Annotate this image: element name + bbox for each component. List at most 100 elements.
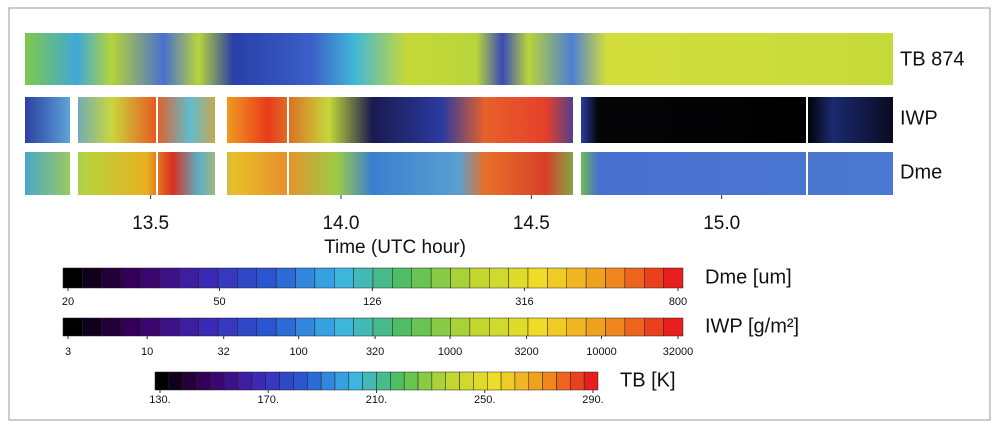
colorbar-cell [489, 267, 509, 289]
colorbar-tick-label: 130. [149, 394, 170, 406]
colorbar-cell [417, 371, 433, 391]
colorbar-cell [140, 317, 161, 337]
colorbar-cell [527, 317, 548, 337]
colorbar-cell [353, 317, 374, 337]
colorbar-tick-label: 210. [366, 394, 387, 406]
colorbar-cell [314, 267, 335, 289]
colorbar-cell [500, 371, 516, 391]
colorbar-cell [585, 267, 606, 289]
colorbar-cell [605, 267, 626, 289]
colorbar-tick-label: 32000 [663, 346, 694, 358]
colorbar-tick-label: 800 [669, 296, 687, 308]
colorbar-cell [376, 371, 391, 391]
colorbar-cell [82, 317, 102, 337]
colorbar-cell [624, 267, 645, 289]
colorbar-tick-label: 250. [474, 394, 495, 406]
colorbar-cell [182, 371, 197, 391]
colorbar-cell [624, 317, 645, 337]
colorbar-cell [140, 267, 161, 289]
colorbar-cell [82, 267, 102, 289]
colorbar-cell [279, 371, 294, 391]
colorbar-cell [469, 317, 490, 337]
colorbar-cell [508, 267, 529, 289]
colorbar-cell [295, 317, 316, 337]
colorbar-tick-label: 1000 [438, 346, 462, 358]
colorbar-cell [605, 317, 626, 337]
colorbar-tick-label: 10 [141, 346, 153, 358]
colorbar-cell [542, 371, 557, 391]
colorbar-tick-label: 100 [289, 346, 307, 358]
colorbar-tick-label: 32 [218, 346, 230, 358]
colorbar-cell [237, 371, 253, 391]
colorbar-cell [430, 267, 451, 289]
x-tick-label: 14.5 [513, 213, 550, 234]
colorbar-cell [348, 371, 363, 391]
colorbar-cell [314, 317, 335, 337]
colorbar-cell [566, 267, 587, 289]
colorbar-cell [372, 267, 393, 289]
colorbar-cell [256, 267, 277, 289]
colorbar-cell [473, 371, 488, 391]
x-tick-label: 14.0 [322, 213, 359, 234]
colorbar-label: IWP [g/m²] [705, 315, 799, 337]
colorbar-label: Dme [um] [705, 266, 792, 288]
colorbar-cell [411, 267, 432, 289]
colorbar-cell [469, 267, 490, 289]
colorbar-tick-label: 316 [515, 296, 533, 308]
data-gaps [70, 97, 808, 195]
colorbar-cell [62, 317, 83, 337]
colorbar-cell [334, 267, 354, 289]
colorbar-cell [237, 317, 257, 337]
colorbar-cell [450, 267, 471, 289]
colorbar-cell [295, 267, 316, 289]
colorbar-cell [430, 317, 451, 337]
colorbar-cell [62, 267, 83, 289]
frame [8, 7, 991, 421]
colorbar-cell [320, 371, 336, 391]
colorbar-cell [159, 267, 180, 289]
colorbar-tick-label: 20 [62, 296, 74, 308]
colorbar-cell [528, 371, 543, 391]
colorbar-cell [196, 371, 211, 391]
colorbar-cell [644, 317, 664, 337]
colorbar-tick-label: 290. [582, 394, 603, 406]
colorbar-cell [334, 371, 350, 391]
colorbar-cell [168, 371, 183, 391]
colorbar-cell [566, 317, 587, 337]
x-tick-label: 13.5 [132, 213, 169, 234]
x-axis-label: Time (UTC hour) [324, 237, 466, 258]
colorbar-cell [256, 317, 277, 337]
colorbar-cell [644, 267, 664, 289]
colorbar-cell [154, 371, 170, 391]
colorbar-tick-label: 3200 [514, 346, 538, 358]
colorbar-cell [275, 317, 296, 337]
colorbar-cell [120, 317, 141, 337]
colorbar-cell [547, 267, 567, 289]
row-label: IWP [900, 107, 938, 129]
colorbar-cell [353, 267, 374, 289]
colorbar-cell [101, 267, 122, 289]
colorbar-cell [101, 317, 122, 337]
colorbar-cell [450, 317, 471, 337]
colorbar-cell [585, 317, 606, 337]
dme-strip [25, 152, 893, 195]
tb-strip [25, 33, 893, 85]
colorbar-cell [390, 371, 405, 391]
colorbar-cell [459, 371, 474, 391]
colorbar-cell [210, 371, 225, 391]
colorbar-cell [198, 317, 219, 337]
colorbar-cell [159, 317, 180, 337]
colorbar-tick-label: 126 [363, 296, 381, 308]
colorbar-cell [403, 371, 419, 391]
colorbar-cell [265, 371, 280, 391]
row-label: TB 874 [900, 48, 964, 70]
colorbar-cell [583, 371, 599, 391]
colorbar-cell [663, 267, 684, 289]
colorbar-cell [663, 317, 684, 337]
colorbar-cell [489, 317, 509, 337]
colorbar-tick-label: 50 [213, 296, 225, 308]
colorbar-cell [362, 371, 377, 391]
colorbar-cell [487, 371, 502, 391]
colorbar-cell [307, 371, 322, 391]
